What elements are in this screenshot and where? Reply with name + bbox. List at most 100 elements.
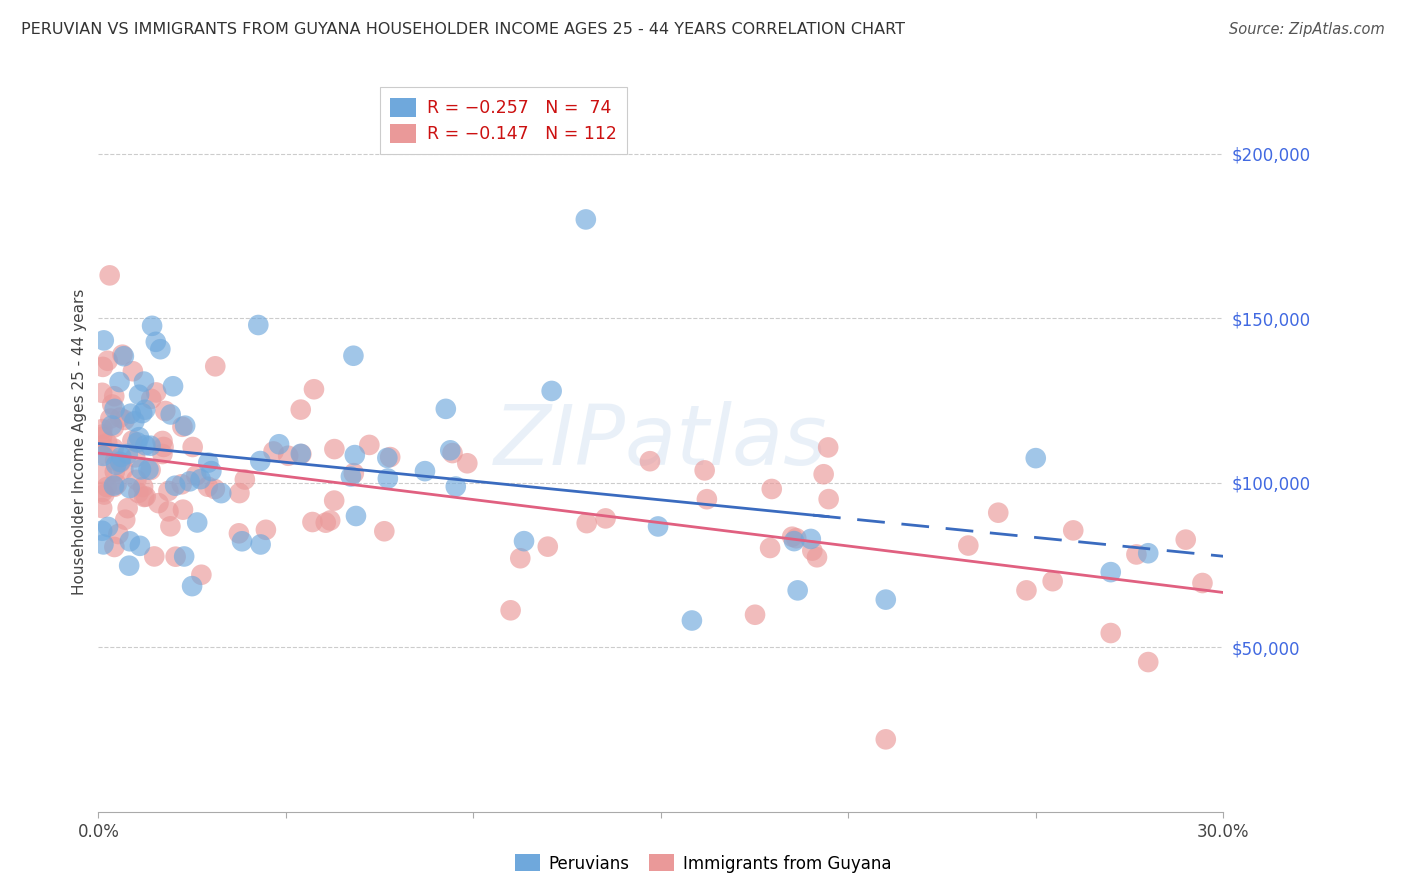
Point: [172, 419, 194, 434]
Point: [987, 506, 1010, 520]
Point: [575, 212, 598, 227]
Point: [132, 480, 155, 494]
Point: [162, 379, 184, 393]
Point: [186, 468, 208, 483]
Point: [759, 541, 782, 555]
Point: [105, 477, 128, 491]
Point: [806, 550, 828, 565]
Point: [91, 449, 114, 463]
Point: [107, 527, 129, 541]
Point: [152, 434, 174, 448]
Point: [1015, 583, 1038, 598]
Point: [91, 447, 114, 461]
Point: [509, 551, 531, 566]
Point: [128, 539, 150, 553]
Point: [103, 540, 125, 554]
Point: [174, 418, 197, 433]
Point: [138, 462, 160, 476]
Point: [124, 414, 146, 428]
Point: [681, 614, 703, 628]
Point: [290, 447, 312, 461]
Point: [103, 480, 125, 494]
Point: [813, 467, 835, 482]
Point: [172, 502, 194, 516]
Point: [499, 603, 522, 617]
Point: [323, 493, 346, 508]
Point: [125, 473, 148, 487]
Point: [103, 442, 125, 456]
Point: [112, 349, 135, 363]
Point: [103, 420, 125, 434]
Point: [540, 384, 562, 398]
Point: [124, 450, 146, 465]
Point: [785, 531, 807, 545]
Point: [875, 732, 897, 747]
Point: [103, 478, 125, 492]
Point: [122, 364, 145, 378]
Point: [97, 520, 120, 534]
Point: [319, 513, 342, 527]
Point: [209, 486, 232, 500]
Point: [165, 478, 187, 492]
Point: [343, 467, 366, 481]
Point: [181, 579, 204, 593]
Point: [145, 334, 167, 349]
Point: [91, 467, 114, 482]
Point: [513, 534, 536, 549]
Point: [127, 486, 149, 500]
Point: [91, 359, 114, 374]
Point: [117, 501, 139, 516]
Point: [173, 549, 195, 564]
Point: [91, 430, 114, 444]
Point: [290, 402, 312, 417]
Point: [91, 427, 114, 442]
Point: [375, 450, 398, 465]
Point: [165, 549, 187, 564]
Point: [200, 464, 222, 478]
Point: [1125, 548, 1147, 562]
Point: [780, 530, 803, 544]
Point: [93, 487, 115, 501]
Point: [93, 334, 115, 348]
Point: [342, 349, 364, 363]
Point: [817, 441, 839, 455]
Point: [104, 453, 127, 467]
Point: [112, 462, 135, 476]
Point: [101, 397, 124, 411]
Point: [91, 484, 114, 499]
Point: [693, 463, 716, 477]
Point: [91, 439, 114, 453]
Point: [91, 385, 114, 400]
Point: [696, 492, 718, 507]
Point: [110, 455, 132, 469]
Point: [108, 375, 131, 389]
Legend: R = −0.257   N =  74, R = −0.147   N = 112: R = −0.257 N = 74, R = −0.147 N = 112: [380, 87, 627, 153]
Point: [152, 440, 174, 454]
Point: [181, 440, 204, 454]
Point: [128, 388, 150, 402]
Point: [302, 382, 325, 396]
Point: [190, 472, 212, 486]
Point: [800, 532, 823, 546]
Point: [444, 479, 467, 493]
Point: [254, 523, 277, 537]
Point: [315, 516, 337, 530]
Point: [104, 465, 127, 479]
Point: [127, 435, 149, 450]
Point: [135, 490, 157, 504]
Point: [131, 406, 153, 420]
Point: [373, 524, 395, 539]
Point: [197, 480, 219, 494]
Point: [595, 511, 617, 525]
Point: [247, 318, 270, 332]
Text: PERUVIAN VS IMMIGRANTS FROM GUYANA HOUSEHOLDER INCOME AGES 25 - 44 YEARS CORRELA: PERUVIAN VS IMMIGRANTS FROM GUYANA HOUSE…: [21, 22, 905, 37]
Point: [121, 434, 143, 448]
Point: [441, 446, 464, 460]
Point: [1174, 533, 1197, 547]
Point: [1137, 546, 1160, 560]
Point: [786, 583, 808, 598]
Point: [143, 549, 166, 564]
Point: [233, 473, 256, 487]
Point: [134, 402, 156, 417]
Point: [456, 456, 478, 470]
